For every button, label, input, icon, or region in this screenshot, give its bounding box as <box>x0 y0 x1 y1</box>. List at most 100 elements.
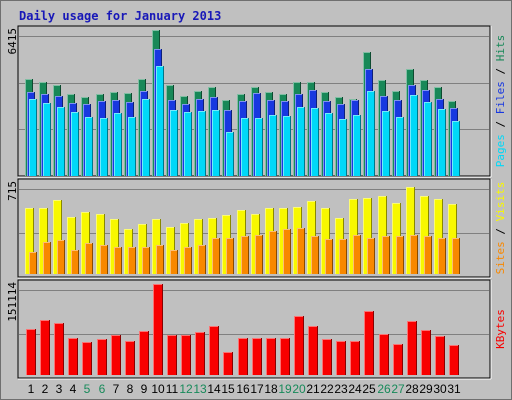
sites-bar-day-1 <box>29 252 37 274</box>
day-label-15: 15 <box>221 382 235 396</box>
pages-bar-day-15 <box>226 132 234 176</box>
sites-bar-day-10 <box>156 245 164 274</box>
kbytes-bar-day-28 <box>407 321 417 375</box>
day-label-14: 14 <box>207 382 221 396</box>
sites-bar-day-13 <box>198 245 206 274</box>
pages-bar-day-1 <box>29 99 37 176</box>
sites-bar-day-18 <box>269 231 277 274</box>
legend-pages: Pages <box>494 134 507 167</box>
day-label-19: 19 <box>278 382 292 396</box>
sites-bar-day-4 <box>71 250 79 274</box>
panel-2-legend: Sites / Visits <box>494 182 507 275</box>
sites-bar-day-23 <box>339 239 347 274</box>
pages-bar-day-2 <box>43 103 51 176</box>
day-label-31: 31 <box>447 382 461 396</box>
day-label-25: 25 <box>362 382 376 396</box>
kbytes-bar-day-14 <box>209 326 219 375</box>
sites-bar-day-24 <box>353 235 361 274</box>
day-label-24: 24 <box>348 382 362 396</box>
kbytes-bar-day-21 <box>308 326 318 375</box>
pages-bar-day-6 <box>100 118 108 176</box>
day-label-1: 1 <box>28 382 35 396</box>
sites-bar-day-15 <box>226 238 234 274</box>
pages-bar-day-25 <box>367 91 375 176</box>
kbytes-bar-day-25 <box>364 311 374 375</box>
sites-bar-day-29 <box>424 236 432 274</box>
kbytes-bar-day-9 <box>139 331 149 375</box>
day-label-13: 13 <box>193 382 207 396</box>
pages-bar-day-22 <box>325 113 333 176</box>
pages-bar-day-17 <box>255 118 263 176</box>
sites-bar-day-27 <box>396 236 404 274</box>
sites-bar-day-20 <box>297 228 305 274</box>
pages-bar-day-16 <box>241 118 249 176</box>
panel-3-legend: KBytes <box>494 309 507 349</box>
pages-bar-day-27 <box>396 117 404 176</box>
sites-bar-day-26 <box>382 236 390 274</box>
pages-bar-day-13 <box>198 111 206 176</box>
pages-bar-day-28 <box>410 95 418 176</box>
pages-bar-day-7 <box>114 113 122 176</box>
kbytes-bar-day-31 <box>449 345 459 375</box>
panel-1-legend: Pages / Files / Hits <box>494 35 507 168</box>
sites-bar-day-9 <box>142 247 150 274</box>
legend-separator: / <box>494 221 507 241</box>
kbytes-bar-day-1 <box>26 329 36 375</box>
kbytes-bar-day-8 <box>125 341 135 375</box>
day-label-20: 20 <box>292 382 306 396</box>
day-label-18: 18 <box>264 382 278 396</box>
day-label-12: 12 <box>179 382 193 396</box>
day-label-17: 17 <box>250 382 264 396</box>
sites-bar-day-31 <box>452 238 460 274</box>
kbytes-bar-day-3 <box>54 323 64 375</box>
kbytes-bar-day-18 <box>266 338 276 375</box>
sites-bar-day-7 <box>114 247 122 274</box>
kbytes-bar-day-22 <box>322 339 332 375</box>
kbytes-bar-day-20 <box>294 316 304 375</box>
pages-bar-day-24 <box>353 115 361 176</box>
kbytes-bar-day-16 <box>238 338 248 375</box>
day-label-21: 21 <box>306 382 320 396</box>
day-label-29: 29 <box>419 382 433 396</box>
sites-bar-day-3 <box>57 240 65 274</box>
day-label-5: 5 <box>84 382 91 396</box>
sites-bar-day-2 <box>43 242 51 274</box>
kbytes-bar-day-27 <box>393 344 403 375</box>
chart-title: Daily usage for January 2013 <box>19 9 221 23</box>
day-label-30: 30 <box>433 382 447 396</box>
sites-bar-day-25 <box>367 238 375 274</box>
kbytes-bar-day-6 <box>97 339 107 375</box>
day-label-6: 6 <box>99 382 106 396</box>
legend-kbytes: KBytes <box>494 309 507 349</box>
kbytes-bar-day-13 <box>195 332 205 375</box>
pages-bar-day-31 <box>452 121 460 176</box>
day-label-27: 27 <box>391 382 405 396</box>
panel-2-ymax-label: 715 <box>6 181 19 201</box>
pages-bar-day-11 <box>170 110 178 176</box>
sites-bar-day-28 <box>410 235 418 274</box>
day-label-4: 4 <box>70 382 77 396</box>
pages-bar-day-29 <box>424 102 432 176</box>
sites-bar-day-22 <box>325 239 333 274</box>
kbytes-bar-day-30 <box>435 336 445 375</box>
panel-3-ymax-label: 151114 <box>6 282 19 322</box>
kbytes-bar-day-24 <box>350 341 360 375</box>
day-label-3: 3 <box>56 382 63 396</box>
legend-separator: / <box>494 114 507 134</box>
pages-bar-day-9 <box>142 99 150 176</box>
kbytes-bar-day-19 <box>280 338 290 375</box>
pages-bar-day-18 <box>269 115 277 176</box>
legend-hits: Hits <box>494 35 507 62</box>
sites-bar-day-11 <box>170 250 178 274</box>
pages-bar-day-30 <box>438 109 446 176</box>
kbytes-bar-day-2 <box>40 320 50 375</box>
pages-bar-day-8 <box>128 117 136 176</box>
kbytes-bar-day-17 <box>252 338 262 375</box>
kbytes-bar-day-11 <box>167 335 177 375</box>
kbytes-bar-day-7 <box>111 335 121 375</box>
sites-bar-day-5 <box>85 243 93 274</box>
kbytes-bar-day-5 <box>82 342 92 375</box>
kbytes-bar-day-12 <box>181 335 191 375</box>
legend-separator: / <box>494 61 507 81</box>
